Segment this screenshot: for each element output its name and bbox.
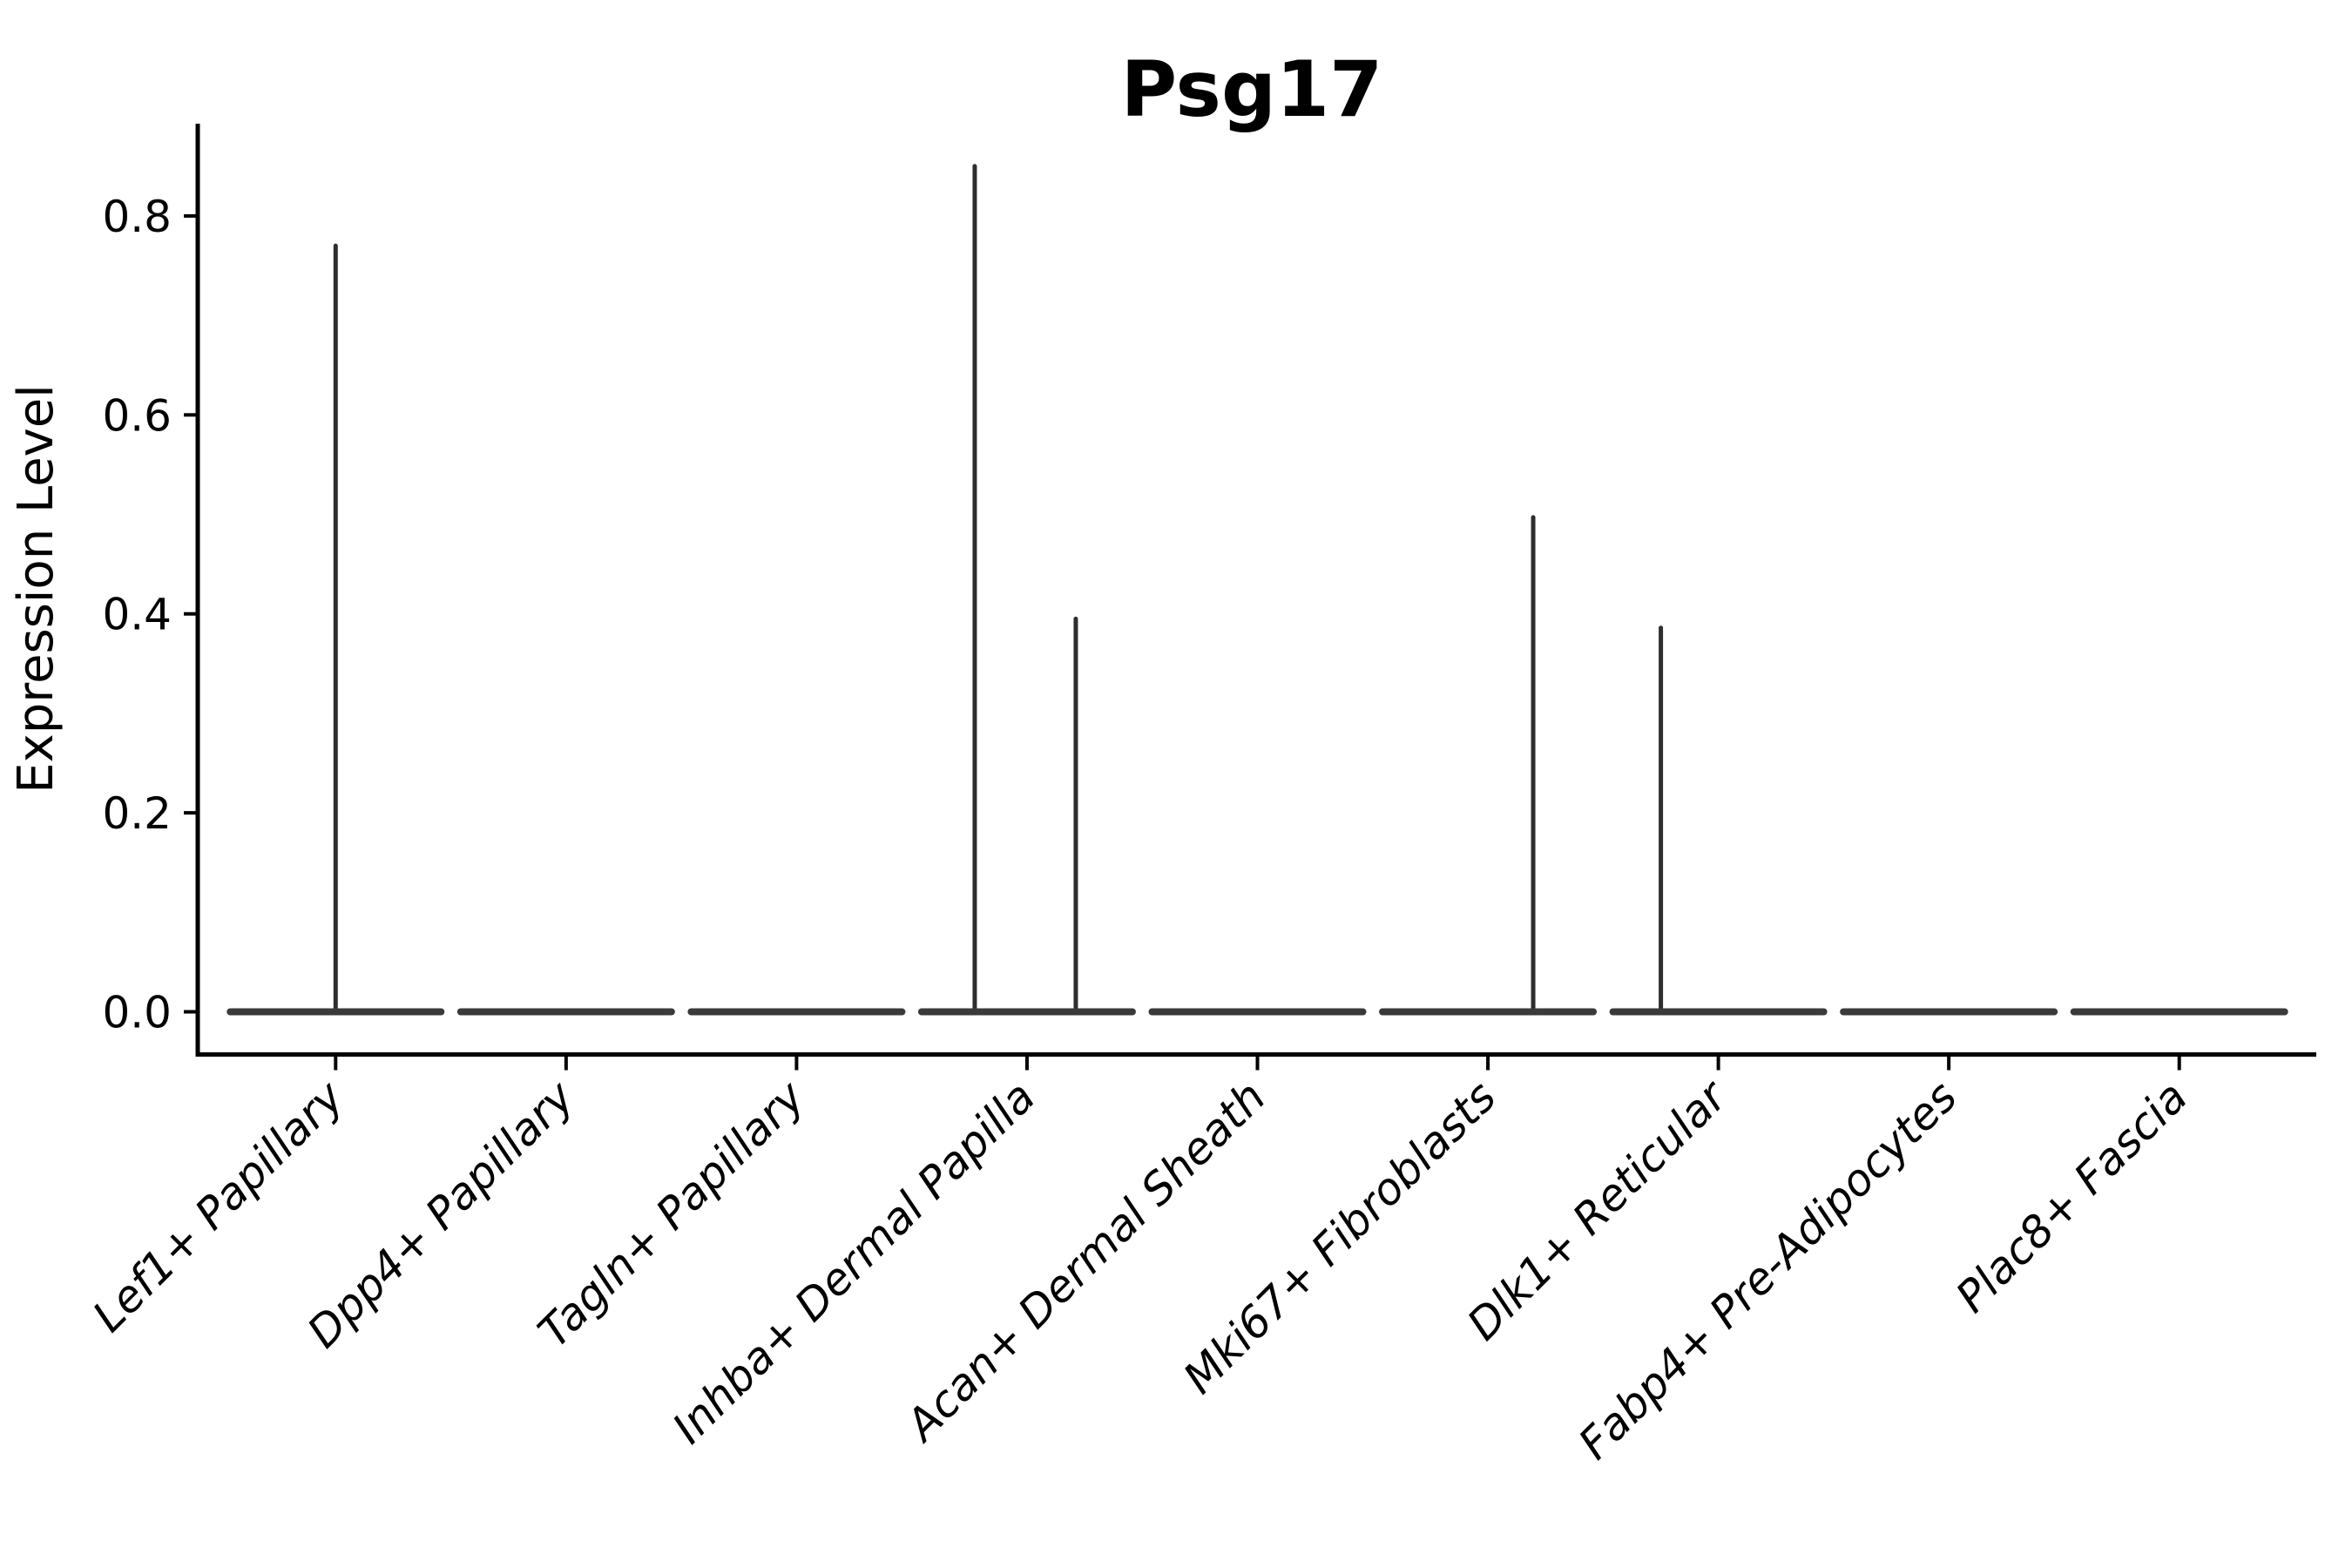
- y-axis-label: Expression Level: [8, 384, 64, 794]
- chart-title: Psg17: [1121, 44, 1383, 134]
- y-tick-label: 0.6: [102, 390, 172, 441]
- violins: [226, 164, 2288, 1016]
- y-tick-label: 0.0: [102, 988, 172, 1038]
- y-axis-ticks: 0.0 0.2 0.4 0.6 0.8: [102, 192, 198, 1038]
- y-tick-label: 0.2: [102, 788, 172, 839]
- y-tick-label: 0.4: [102, 590, 172, 640]
- axes-spines: [195, 124, 2316, 1057]
- x-tick-label: Fabp4+ Pre-Adipocytes: [1569, 1071, 1967, 1470]
- x-tick-label: Plac8+ Fascia: [1946, 1071, 2197, 1322]
- y-tick-label: 0.8: [102, 192, 172, 242]
- x-tick-label: Lef1+ Papillary: [83, 1071, 354, 1342]
